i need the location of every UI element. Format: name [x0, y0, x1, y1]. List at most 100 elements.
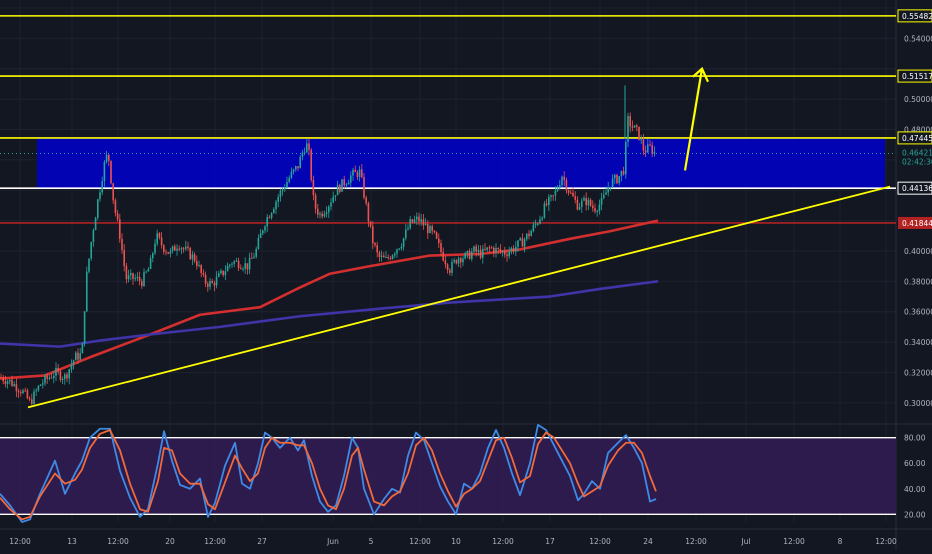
candle-body [585, 197, 587, 206]
candle-body [565, 179, 568, 191]
price-level-box [897, 69, 932, 83]
candle-body [438, 238, 440, 244]
candle-body [429, 226, 431, 234]
candle-body [420, 219, 422, 222]
price-axis-tick-label: 0.40000 [904, 247, 932, 256]
candle-body [422, 219, 425, 226]
candle-body [530, 231, 532, 237]
candle-body [211, 281, 213, 283]
candle-body [334, 195, 337, 197]
candle-body [121, 238, 123, 250]
candle-body [345, 184, 348, 186]
candle-body [402, 238, 405, 247]
candle-body [233, 261, 235, 264]
candle-body [570, 192, 572, 194]
countdown-label: 02:42:30 [902, 157, 932, 166]
candle-body [240, 268, 242, 270]
candle-body [361, 169, 363, 178]
price-axis-tick-label: 0.50000 [904, 95, 932, 104]
candle-body [528, 233, 530, 237]
candle-body [15, 384, 18, 392]
candle-body [262, 230, 264, 234]
candle-body [28, 398, 31, 400]
candle-body [268, 217, 271, 219]
candle-body [453, 260, 455, 262]
candle-body [224, 271, 227, 276]
candle-body [378, 252, 381, 257]
candle-body [622, 170, 625, 175]
candle-body [79, 353, 81, 360]
candle-body [281, 189, 284, 191]
candle-body [99, 192, 101, 200]
candle-body [242, 268, 244, 270]
candle-body [363, 177, 365, 198]
candle-body [83, 311, 86, 344]
price-axis-tick-label: 0.34000 [904, 338, 932, 347]
candle-body [213, 282, 216, 286]
candle-body [576, 199, 579, 210]
candle-body [330, 202, 332, 207]
time-axis-tick-label: 27 [257, 537, 267, 546]
candle-body [625, 142, 627, 175]
time-axis-tick-label: 17 [545, 537, 555, 546]
time-axis-tick-label: 10 [451, 537, 461, 546]
candle-body [306, 143, 308, 153]
projection-arrow-shaft[interactable] [683, 68, 704, 171]
candle-body [169, 250, 172, 254]
candle-body [110, 160, 112, 184]
candle-body [226, 265, 229, 272]
candle-body [160, 237, 163, 246]
candle-body [198, 264, 200, 266]
oscillator-axis-tick-label: 40.00 [904, 485, 926, 494]
candle-body [301, 152, 304, 157]
candle-body [61, 378, 64, 380]
candle-body [550, 195, 552, 198]
candle-body [48, 377, 51, 379]
candle-body [116, 213, 119, 220]
candle-body [119, 219, 121, 239]
price-level-box [897, 181, 932, 195]
candle-body [479, 249, 482, 258]
candle-body [462, 258, 464, 263]
candle-body [482, 248, 484, 258]
candle-body [372, 226, 374, 244]
candle-body [295, 166, 297, 170]
candle-body [490, 247, 493, 249]
candle-body [273, 209, 275, 213]
candle-body [200, 264, 202, 273]
candle-body [251, 257, 253, 259]
projection-arrow-head[interactable] [692, 66, 709, 83]
candle-body [231, 263, 233, 265]
candle-body [90, 241, 92, 259]
candle-body [70, 364, 73, 370]
candle-body [222, 270, 224, 276]
ascending-trendline[interactable] [27, 185, 891, 409]
candle-body [592, 205, 594, 209]
candle-body [581, 200, 583, 208]
candle-body [451, 261, 453, 273]
candle-body [442, 252, 444, 261]
candle-body [24, 390, 26, 392]
candle-body [416, 216, 418, 220]
candle-body [468, 250, 471, 259]
candle-body [275, 201, 277, 210]
candle-body [356, 172, 359, 177]
candle-body [328, 206, 330, 213]
price-axis-tick-label: 0.32000 [904, 368, 932, 377]
candle-body [112, 183, 114, 201]
candle-body [189, 248, 191, 260]
candle-body [638, 126, 640, 140]
candle-body [457, 258, 460, 264]
candle-body [143, 272, 145, 287]
candle-body [488, 247, 491, 249]
candle-body [394, 253, 396, 256]
candle-body [501, 251, 504, 253]
candle-body [325, 212, 328, 214]
candle-body [644, 150, 647, 153]
candle-body [449, 269, 451, 273]
price-axis-tick-label: 0.30000 [904, 399, 932, 408]
candle-body [341, 179, 343, 192]
candle-body [154, 243, 156, 254]
